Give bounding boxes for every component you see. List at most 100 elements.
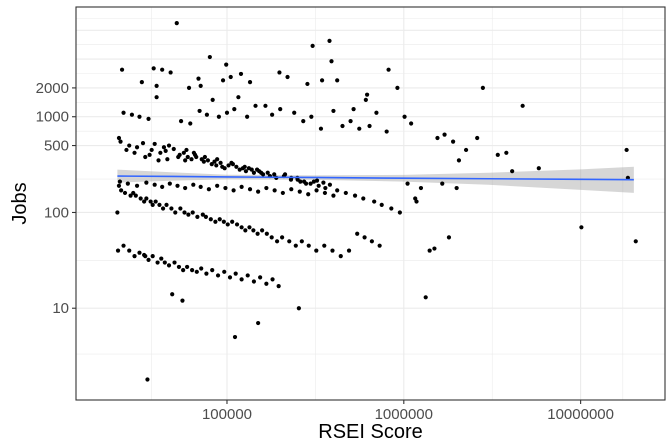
data-point (224, 110, 230, 115)
data-point (131, 190, 136, 196)
data-point (343, 190, 348, 196)
data-point (220, 78, 226, 83)
data-point (222, 269, 227, 274)
data-point (308, 181, 313, 186)
data-point (233, 271, 238, 276)
data-point (282, 172, 288, 177)
data-point (147, 152, 152, 157)
data-point (134, 145, 140, 150)
data-point (181, 268, 186, 273)
data-point (384, 129, 389, 134)
data-point (146, 257, 151, 262)
data-point (139, 80, 144, 85)
data-point (182, 210, 187, 215)
data-point (314, 188, 319, 193)
data-point (173, 210, 178, 215)
data-point (249, 167, 254, 172)
data-point (228, 74, 233, 80)
data-point (440, 181, 445, 186)
x-axis-title: RSEI Score (318, 421, 422, 443)
x-axis-ticks: 100000 1000000 10000000 (202, 400, 614, 423)
data-point (203, 214, 209, 219)
data-point (195, 214, 200, 219)
data-point (451, 139, 456, 144)
data-point (280, 190, 285, 196)
data-point (234, 164, 239, 169)
data-point (331, 193, 336, 198)
data-point (127, 143, 132, 148)
data-point (319, 78, 325, 83)
data-point (405, 181, 410, 186)
data-point (230, 219, 235, 224)
data-point (633, 239, 638, 244)
confidence-band-area (117, 166, 634, 193)
data-point (116, 183, 122, 188)
data-point (456, 158, 462, 163)
data-point (340, 123, 345, 129)
data-point (463, 147, 469, 153)
data-point (227, 275, 233, 280)
data-point (299, 239, 304, 244)
data-point (239, 225, 244, 230)
data-point (427, 248, 432, 253)
data-point (133, 193, 138, 198)
trend-line (117, 175, 634, 181)
y-tick-label: 1000 (36, 109, 69, 126)
data-point (196, 76, 201, 81)
data-point (117, 179, 123, 184)
data-point (367, 123, 372, 129)
data-point (316, 183, 321, 188)
data-point (348, 119, 353, 124)
data-point (160, 67, 165, 72)
data-point (199, 266, 204, 271)
data-point (243, 169, 249, 174)
data-point (395, 85, 400, 91)
data-point (205, 158, 210, 163)
data-point (158, 150, 163, 155)
data-point (185, 154, 190, 160)
data-point (119, 188, 124, 193)
data-point (210, 268, 215, 273)
data-point (200, 212, 205, 217)
data-point (137, 250, 142, 255)
data-point (151, 66, 156, 71)
data-point (216, 114, 221, 119)
data-point (222, 166, 227, 171)
data-point (352, 193, 358, 198)
data-point (237, 167, 242, 172)
data-point (146, 116, 151, 121)
data-point (197, 108, 202, 114)
data-point (157, 202, 162, 207)
data-point (175, 183, 180, 188)
data-point (207, 54, 212, 60)
data-point (132, 150, 137, 155)
data-point (177, 152, 182, 157)
data-point (379, 202, 384, 207)
data-point (121, 243, 126, 248)
data-point (365, 92, 370, 97)
data-point (264, 231, 269, 236)
data-point (323, 185, 328, 191)
data-point (174, 21, 179, 26)
data-point (310, 43, 315, 48)
data-point (188, 121, 193, 126)
data-point (265, 170, 270, 175)
y-axis-title: Jobs (9, 182, 31, 224)
data-point (194, 154, 199, 160)
data-point (170, 292, 175, 297)
data-point (372, 199, 377, 204)
data-point (256, 320, 261, 326)
data-point (295, 177, 300, 182)
data-point (210, 97, 215, 102)
data-point (414, 199, 419, 204)
data-point (150, 254, 155, 259)
data-point (329, 59, 334, 64)
data-point (397, 210, 402, 215)
data-point (190, 268, 195, 273)
data-point (245, 273, 250, 278)
data-point (255, 231, 260, 236)
data-point (178, 206, 183, 211)
data-point (322, 190, 328, 196)
data-point (115, 248, 121, 253)
